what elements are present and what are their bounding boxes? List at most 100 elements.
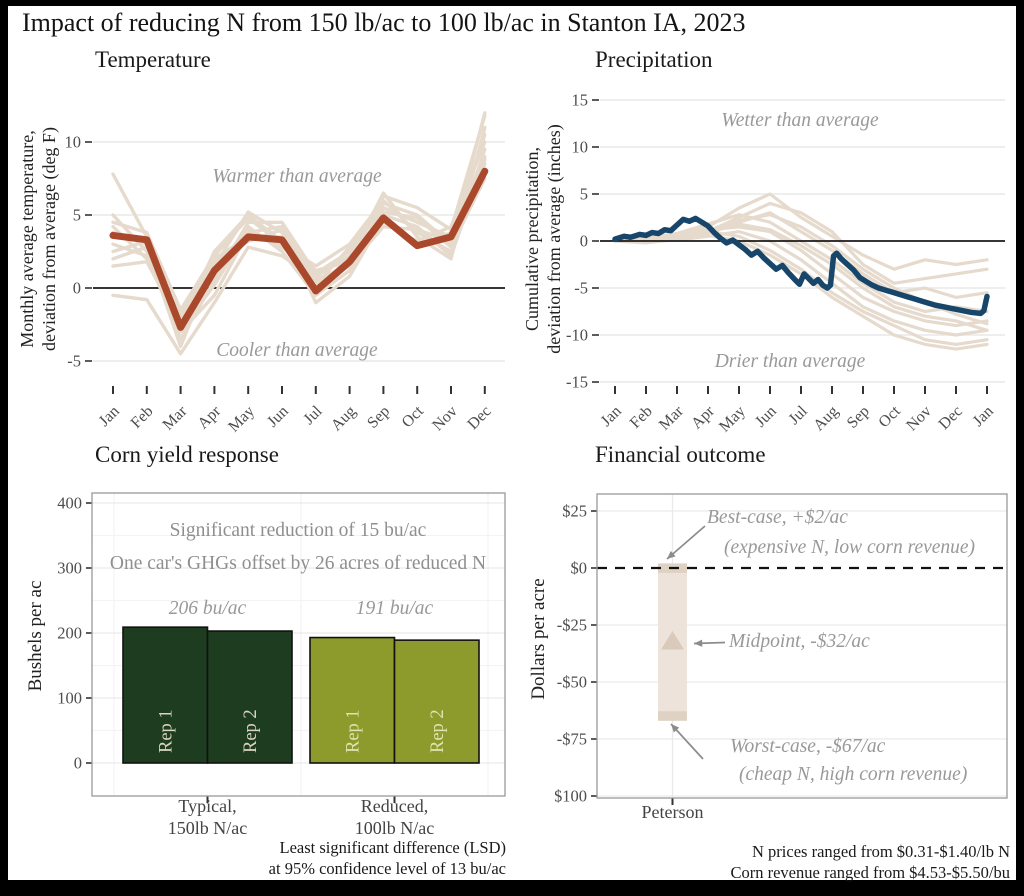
precipitation-panel-title: Precipitation xyxy=(595,47,713,72)
financial-caption-line2: Corn revenue ranged from $4.53-$5.50/bu xyxy=(730,862,1010,882)
temperature-context-lines xyxy=(111,111,487,356)
best-case-annotation: Best-case, +$2/ac xyxy=(707,507,848,528)
mean-yield-label: 206 bu/ac xyxy=(169,598,247,619)
yield-bar xyxy=(393,639,480,764)
ghg-annotation: One car's GHGs offset by 26 acres of red… xyxy=(110,553,486,574)
svg-text:Sep: Sep xyxy=(364,403,393,432)
svg-text:Oct: Oct xyxy=(399,402,428,431)
svg-text:5: 5 xyxy=(580,185,588,204)
svg-text:Dec: Dec xyxy=(936,403,966,433)
group-label-line2: 100lb N/ac xyxy=(355,818,434,838)
corn-yield-chart: 400 300 200 100 0 Rep 1 Rep 2 Rep 1 Rep 2 206 bu/… xyxy=(57,492,506,838)
precipitation-y-axis-label-line1: Cumulative precipitation, xyxy=(522,147,542,331)
svg-text:-$75: -$75 xyxy=(557,730,587,749)
svg-text:Nov: Nov xyxy=(903,403,935,435)
figure-canvas: Impact of reducing N from 150 lb/ac to 1… xyxy=(8,6,1016,883)
svg-text:Apr: Apr xyxy=(195,402,225,432)
svg-text:-5: -5 xyxy=(67,352,81,371)
corn-yield-caption: Least significant difference (LSD) at 95… xyxy=(150,838,506,879)
midpoint-marker xyxy=(661,630,684,650)
svg-text:0: 0 xyxy=(580,232,588,251)
corn-caption-line1: Least significant difference (LSD) xyxy=(279,838,506,857)
svg-text:0: 0 xyxy=(73,279,81,298)
rep-label: Rep 1 xyxy=(156,709,176,753)
svg-text:Jan: Jan xyxy=(970,403,997,430)
midpoint-annotation: Midpoint, -$32/ac xyxy=(728,631,870,652)
svg-text:Dec: Dec xyxy=(464,403,494,433)
svg-text:-5: -5 xyxy=(574,279,588,298)
mean-yield-label: 191 bu/ac xyxy=(356,598,434,619)
svg-text:Jul: Jul xyxy=(786,402,812,428)
svg-text:-$50: -$50 xyxy=(557,673,587,692)
svg-text:Jun: Jun xyxy=(264,403,292,431)
financial-y-axis-label: Dollars per acre xyxy=(528,578,549,700)
svg-text:Mar: Mar xyxy=(160,402,191,433)
warmer-annotation: Warmer than average xyxy=(212,166,382,187)
rep-label: Rep 1 xyxy=(343,709,363,753)
svg-text:10: 10 xyxy=(65,133,82,152)
yield-bar xyxy=(309,636,396,764)
svg-text:$25: $25 xyxy=(562,502,587,521)
corn-caption-line2: at 95% confidence level of 13 bu/ac xyxy=(268,858,506,878)
svg-text:Feb: Feb xyxy=(627,403,656,432)
svg-text:May: May xyxy=(716,403,749,435)
rep-label: Rep 2 xyxy=(241,709,261,753)
svg-text:15: 15 xyxy=(572,91,589,110)
significance-annotation: Significant reduction of 15 bu/ac xyxy=(170,520,427,541)
svg-text:Sep: Sep xyxy=(844,403,873,432)
svg-text:10: 10 xyxy=(572,138,589,157)
worst-case-annotation: Worst-case, -$67/ac xyxy=(730,736,886,757)
svg-text:Oct: Oct xyxy=(875,402,904,431)
svg-text:Jun: Jun xyxy=(752,403,780,431)
group-label-line1: Typical, xyxy=(178,796,236,816)
svg-text:300: 300 xyxy=(57,559,82,578)
svg-text:5: 5 xyxy=(73,206,81,225)
precipitation-context-lines xyxy=(613,192,989,351)
svg-text:200: 200 xyxy=(57,624,82,643)
svg-text:$0: $0 xyxy=(571,559,588,578)
financial-chart: $25 $0 -$25 -$50 -$75 -$100 Best-case, +$2/ac (… xyxy=(555,493,1008,822)
svg-text:Aug: Aug xyxy=(328,403,360,435)
corn-yield-panel-title: Corn yield response xyxy=(95,442,279,467)
group-label-line1: Reduced, xyxy=(361,796,428,816)
temperature-chart: 10 5 0 -5 Jan Feb Mar Apr May Jun Jul Aug Sep Oct Nov D… xyxy=(65,111,505,435)
figure-title: Impact of reducing N from 150 lb/ac to 1… xyxy=(22,8,746,37)
svg-text:100: 100 xyxy=(57,689,82,708)
svg-text:400: 400 xyxy=(57,494,82,513)
svg-text:Aug: Aug xyxy=(810,403,842,435)
svg-text:-$25: -$25 xyxy=(557,616,587,635)
svg-text:0: 0 xyxy=(74,754,82,773)
svg-text:Jan: Jan xyxy=(598,403,625,430)
temperature-y-axis-label-line1: Monthly average temperature, xyxy=(17,130,37,348)
worst-case-cap xyxy=(658,711,687,721)
svg-text:Nov: Nov xyxy=(429,403,461,435)
svg-text:Jan: Jan xyxy=(96,403,123,430)
yield-bars: Rep 1 Rep 2 Rep 1 Rep 2 xyxy=(122,626,480,764)
svg-text:Jul: Jul xyxy=(300,402,326,428)
temperature-2023-line xyxy=(109,167,489,331)
yield-bar xyxy=(122,626,209,764)
peterson-label: Peterson xyxy=(642,802,704,822)
temperature-panel-title: Temperature xyxy=(95,47,211,72)
svg-text:-$100: -$100 xyxy=(555,787,587,806)
wetter-annotation: Wetter than average xyxy=(721,110,879,131)
svg-text:Apr: Apr xyxy=(688,402,718,432)
precipitation-2023-line xyxy=(612,215,990,317)
financial-panel-title: Financial outcome xyxy=(595,442,766,467)
group-label-line2: 150lb N/ac xyxy=(168,818,247,838)
worst-case-annotation-2: (cheap N, high corn revenue) xyxy=(739,764,967,785)
svg-text:Mar: Mar xyxy=(656,402,687,433)
svg-text:Feb: Feb xyxy=(128,403,157,432)
corn-yield-y-axis-label: Bushels per ac xyxy=(25,580,46,692)
yield-bar xyxy=(206,630,293,764)
svg-text:-15: -15 xyxy=(566,373,588,392)
financial-caption-line1: N prices ranged from $0.31-$1.40/lb N xyxy=(752,842,1010,861)
svg-text:May: May xyxy=(225,403,258,435)
financial-caption: N prices ranged from $0.31-$1.40/lb N Co… xyxy=(600,842,1010,883)
drier-annotation: Drier than average xyxy=(714,351,866,372)
rep-label: Rep 2 xyxy=(428,709,448,753)
cooler-annotation: Cooler than average xyxy=(216,340,378,361)
svg-text:-10: -10 xyxy=(566,326,588,345)
best-case-annotation-2: (expensive N, low corn revenue) xyxy=(724,537,975,558)
